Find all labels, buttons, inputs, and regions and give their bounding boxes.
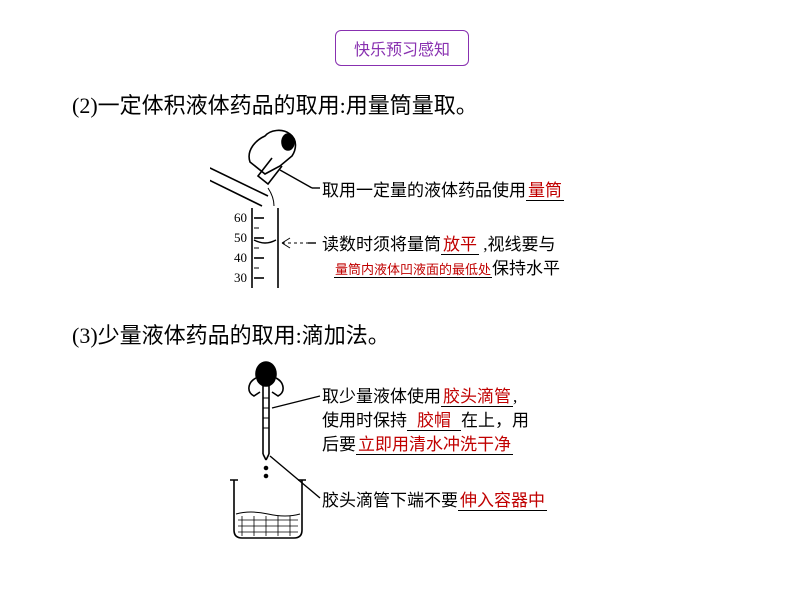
figure-cylinder: 60 50 40 30 取用一定量的液体药品使用量筒 读数时须将量筒放平 ,视线…: [210, 128, 730, 298]
anno3-line3: 后要立即用清水冲洗干净: [322, 430, 513, 455]
header-badge: 快乐预习感知: [335, 30, 469, 66]
section2-title: (2)一定体积液体药品的取用:用量筒量取。: [72, 88, 478, 120]
anno3-line1: 取少量液体使用胶头滴管,: [322, 382, 517, 407]
anno2-line3: 量筒内液体凹液面的最低处保持水平: [334, 254, 560, 279]
anno2-line2: 读数时须将量筒放平 ,视线要与: [322, 230, 556, 255]
tick-40: 40: [234, 250, 247, 265]
section3-title: (3)少量液体药品的取用:滴加法。: [72, 318, 390, 350]
figure-dropper: 取少量液体使用胶头滴管, 使用时保持胶帽在上，用 后要立即用清水冲洗干净 胶头滴…: [210, 358, 730, 558]
tick-60: 60: [234, 210, 247, 225]
anno3-line4: 胶头滴管下端不要伸入容器中: [322, 486, 547, 511]
anno2-line1: 取用一定量的液体药品使用量筒: [322, 176, 564, 201]
anno3-line2: 使用时保持胶帽在上，用: [322, 406, 529, 431]
tick-50: 50: [234, 230, 247, 245]
tick-30: 30: [234, 270, 247, 285]
